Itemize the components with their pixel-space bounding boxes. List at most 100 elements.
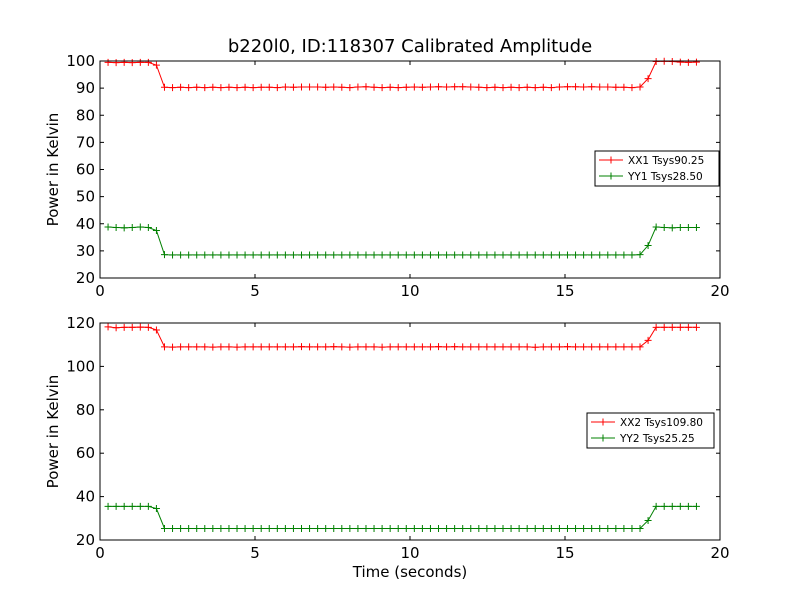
data-point-marker (628, 84, 636, 92)
data-point-marker (233, 251, 241, 259)
data-point-marker (112, 502, 120, 510)
data-point-marker (652, 223, 660, 231)
data-point-marker (467, 83, 475, 91)
data-point-marker (491, 83, 499, 91)
x-tick-label: 0 (95, 282, 105, 300)
data-point-marker (692, 323, 700, 331)
data-point-marker (451, 83, 459, 91)
data-point-marker (523, 343, 531, 351)
data-point-marker (668, 502, 676, 510)
data-point-marker (499, 343, 507, 351)
data-point-marker (298, 524, 305, 532)
data-point-marker (314, 251, 322, 259)
data-point-marker (539, 251, 547, 259)
data-point-marker (636, 524, 644, 532)
data-point-marker (531, 343, 539, 351)
data-point-marker (515, 343, 523, 351)
data-point-marker (354, 524, 362, 532)
data-point-marker (136, 502, 144, 510)
data-point-marker (426, 524, 434, 532)
data-point-marker (354, 83, 362, 91)
data-point-marker (402, 524, 410, 532)
data-point-marker (120, 58, 128, 66)
data-point-marker (580, 343, 588, 351)
y-tick-label: 120 (66, 314, 95, 332)
chart-panel-2: 0 5 10 15 20 20 40 60 80 100 120 Power in Kelvin Tim… (44, 314, 730, 581)
data-point-marker (152, 227, 160, 235)
data-point-marker (136, 323, 144, 331)
data-point-marker (152, 505, 160, 513)
data-point-marker (265, 343, 273, 351)
data-point-marker (152, 61, 160, 69)
data-point-marker (370, 83, 378, 91)
data-point-marker (241, 251, 249, 259)
data-point-marker (547, 251, 555, 259)
data-point-marker (169, 251, 177, 259)
data-point-marker (435, 343, 443, 351)
data-point-marker (676, 323, 684, 331)
data-point-marker (257, 83, 265, 91)
data-point-marker (177, 524, 185, 532)
data-point-marker (435, 251, 443, 259)
data-point-marker (281, 251, 289, 259)
x-tick-label: 10 (400, 282, 419, 300)
data-point-marker (169, 343, 177, 351)
data-point-marker (104, 58, 112, 66)
data-point-marker (120, 502, 128, 510)
data-point-marker (443, 524, 451, 532)
data-point-marker (443, 83, 451, 91)
data-point-marker (628, 251, 636, 259)
data-point-marker (475, 251, 483, 259)
data-point-marker (604, 83, 612, 91)
data-point-marker (322, 251, 330, 259)
data-point-marker (281, 83, 289, 91)
data-point-marker (507, 83, 515, 91)
data-point-marker (418, 251, 426, 259)
data-point-marker (394, 524, 402, 532)
data-point-marker (112, 224, 120, 232)
data-point-marker (144, 58, 152, 66)
data-point-marker (483, 524, 491, 532)
data-point-marker (547, 343, 555, 351)
data-point-marker (386, 343, 394, 351)
data-point-marker (620, 83, 628, 91)
series-1-2 (104, 223, 700, 259)
data-point-marker (265, 83, 273, 91)
data-point-marker (306, 524, 314, 532)
data-point-marker (120, 323, 128, 331)
data-point-marker (539, 83, 547, 91)
data-point-marker (265, 524, 273, 532)
data-point-marker (233, 343, 241, 351)
data-point-marker (306, 251, 314, 259)
legend-box (586, 412, 715, 449)
data-point-marker (531, 251, 539, 259)
data-point-marker (652, 502, 660, 510)
data-point-marker (281, 343, 289, 351)
data-point-marker (177, 251, 185, 259)
data-point-marker (580, 83, 588, 91)
data-point-marker (160, 343, 168, 351)
data-point-marker (273, 524, 281, 532)
data-point-marker (209, 83, 217, 91)
data-point-marker (692, 502, 700, 510)
data-point-marker (572, 524, 580, 532)
y-tick-label: 100 (66, 357, 95, 375)
y-axis-label: Power in Kelvin (44, 375, 62, 489)
data-point-marker (410, 251, 418, 259)
y-tick-label: 90 (76, 79, 95, 97)
data-point-marker (225, 524, 233, 532)
y-tick-label: 40 (76, 488, 95, 506)
data-point-marker (152, 326, 160, 334)
data-point-marker (338, 524, 346, 532)
data-point-marker (684, 323, 692, 331)
data-point-marker (136, 223, 144, 231)
data-point-marker (209, 343, 217, 351)
data-point-marker (491, 251, 499, 259)
data-point-marker (193, 343, 201, 351)
data-point-marker (563, 251, 571, 259)
data-point-marker (604, 251, 612, 259)
data-point-marker (467, 524, 475, 532)
data-point-marker (644, 336, 652, 344)
data-point-marker (660, 224, 668, 232)
data-point-marker (418, 524, 426, 532)
